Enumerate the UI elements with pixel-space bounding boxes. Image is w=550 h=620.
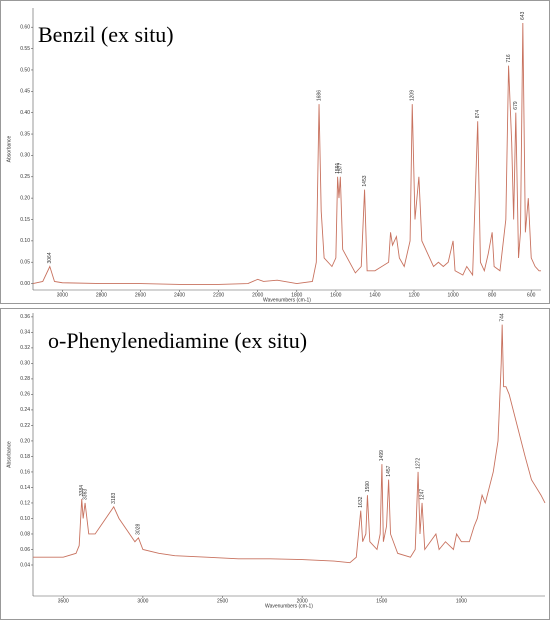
y-tick-label: 0.20: [20, 438, 30, 444]
peak-label: 1591: [335, 162, 341, 173]
peak-label: 1209: [410, 90, 416, 101]
x-tick-label: 3000: [137, 598, 148, 604]
peak-label: 1577: [338, 162, 344, 173]
chart-title: o-Phenylenediamine (ex situ): [48, 328, 307, 353]
panel-frame: [0, 308, 550, 620]
peak-label: 679: [513, 101, 519, 110]
x-tick-label: 3000: [57, 292, 68, 298]
peak-label: 1499: [379, 450, 385, 461]
x-tick-label: 1600: [330, 292, 341, 298]
y-tick-label: 0.30: [20, 361, 30, 367]
y-tick-label: 0.60: [20, 25, 30, 31]
peak-label: 1457: [386, 465, 392, 476]
peak-label: 3028: [136, 524, 142, 535]
spectrum-line: [32, 22, 541, 285]
y-tick-label: 0.18: [20, 454, 30, 460]
x-tick-label: 2400: [174, 292, 185, 298]
x-tick-label: 2500: [217, 598, 228, 604]
peak-label: 716: [506, 54, 512, 63]
chart-title: Benzil (ex situ): [38, 22, 174, 47]
y-tick-label: 0.28: [20, 376, 30, 382]
y-tick-label: 0.30: [20, 153, 30, 159]
y-tick-label: 0.00: [20, 281, 30, 287]
y-tick-label: 0.04: [20, 562, 30, 568]
peak-label: 1272: [415, 458, 421, 469]
y-tick-label: 0.14: [20, 485, 30, 491]
x-tick-label: 3500: [58, 598, 69, 604]
y-tick-label: 0.36: [20, 314, 30, 320]
peak-label: 643: [520, 11, 526, 20]
y-tick-label: 0.06: [20, 547, 30, 553]
y-tick-label: 0.22: [20, 423, 30, 429]
x-tick-label: 600: [527, 292, 536, 298]
x-tick-label: 1500: [376, 598, 387, 604]
y-tick-label: 0.25: [20, 174, 30, 180]
y-tick-label: 0.05: [20, 260, 30, 266]
peak-label: 1590: [365, 481, 371, 492]
y-tick-label: 0.08: [20, 531, 30, 537]
x-tick-label: 1000: [456, 598, 467, 604]
x-tick-label: 1200: [408, 292, 419, 298]
y-tick-label: 0.20: [20, 195, 30, 201]
y-tick-label: 0.16: [20, 469, 30, 475]
y-tick-label: 0.15: [20, 217, 30, 223]
x-tick-label: 800: [488, 292, 497, 298]
x-tick-label: 2000: [297, 598, 308, 604]
y-tick-label: 0.45: [20, 89, 30, 95]
x-tick-label: 2000: [252, 292, 263, 298]
y-tick-label: 0.32: [20, 345, 30, 351]
x-tick-label: 2200: [213, 292, 224, 298]
peak-label: 1453: [362, 175, 368, 186]
spectrum-line: [33, 324, 546, 564]
x-tick-label: 1800: [291, 292, 302, 298]
y-tick-label: 0.35: [20, 131, 30, 137]
x-tick-label: 2800: [96, 292, 107, 298]
y-tick-label: 0.26: [20, 392, 30, 398]
y-tick-label: 0.12: [20, 500, 30, 506]
x-axis-label: Wavenumbers (cm-1): [265, 603, 313, 609]
peak-label: 744: [499, 313, 505, 322]
y-axis-label: Absorbance: [6, 135, 12, 162]
y-tick-label: 0.10: [20, 238, 30, 244]
peak-label: 3384: [79, 485, 85, 496]
peak-label: 1632: [358, 496, 364, 507]
y-tick-label: 0.40: [20, 110, 30, 116]
peak-label: 3363: [82, 489, 88, 500]
peak-label: 3064: [47, 252, 53, 263]
x-tick-label: 1400: [369, 292, 380, 298]
peak-label: 1247: [419, 489, 425, 500]
x-axis-label: Wavenumbers (cm-1): [263, 297, 311, 303]
y-tick-label: 0.10: [20, 516, 30, 522]
y-tick-label: 0.24: [20, 407, 30, 413]
peak-label: 874: [475, 110, 481, 119]
y-tick-label: 0.34: [20, 330, 30, 336]
y-axis-label: Absorbance: [6, 441, 12, 468]
peak-label: 1686: [316, 90, 322, 101]
y-tick-label: 0.50: [20, 67, 30, 73]
peak-label: 3183: [111, 492, 117, 503]
x-tick-label: 1000: [448, 292, 459, 298]
x-tick-label: 2600: [135, 292, 146, 298]
y-tick-label: 0.55: [20, 46, 30, 52]
